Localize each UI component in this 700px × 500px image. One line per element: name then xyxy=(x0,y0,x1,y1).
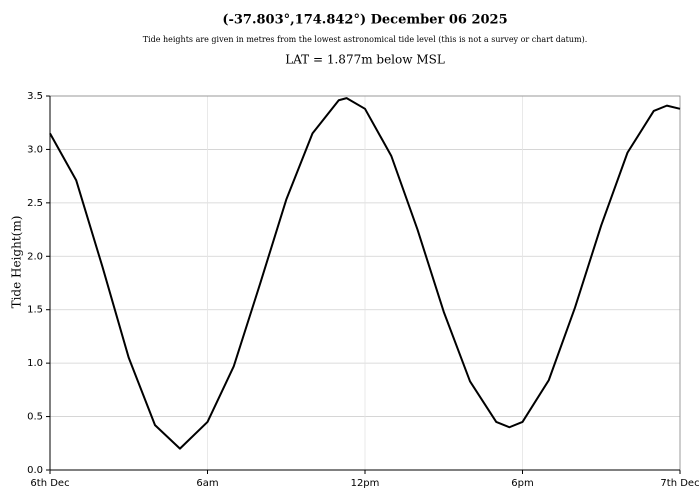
x-tick-label: 12pm xyxy=(351,478,380,489)
y-axis-label: Tide Height(m) xyxy=(10,216,24,309)
x-tick-label: 6th Dec xyxy=(30,478,69,489)
x-tick-label: 7th Dec xyxy=(660,478,699,489)
chart-subtitle: Tide heights are given in metres from th… xyxy=(143,35,588,44)
y-tick-label: 0.5 xyxy=(27,412,43,423)
y-tick-label: 3.0 xyxy=(27,144,43,155)
chart-title: (-37.803°,174.842°) December 06 2025 xyxy=(222,13,507,28)
y-tick-label: 0.0 xyxy=(27,465,43,476)
tide-line xyxy=(49,97,681,450)
x-tick-label: 6am xyxy=(196,478,218,489)
x-tick-label: 6pm xyxy=(511,478,533,489)
annotation: LAT = 1.877m below MSL xyxy=(285,53,445,67)
y-tick-label: 2.0 xyxy=(27,251,43,262)
y-tick-label: 2.5 xyxy=(27,198,43,209)
y-tick-label: 1.0 xyxy=(27,358,43,369)
y-tick-label: 3.5 xyxy=(27,91,43,102)
y-tick-label: 1.5 xyxy=(27,305,43,316)
